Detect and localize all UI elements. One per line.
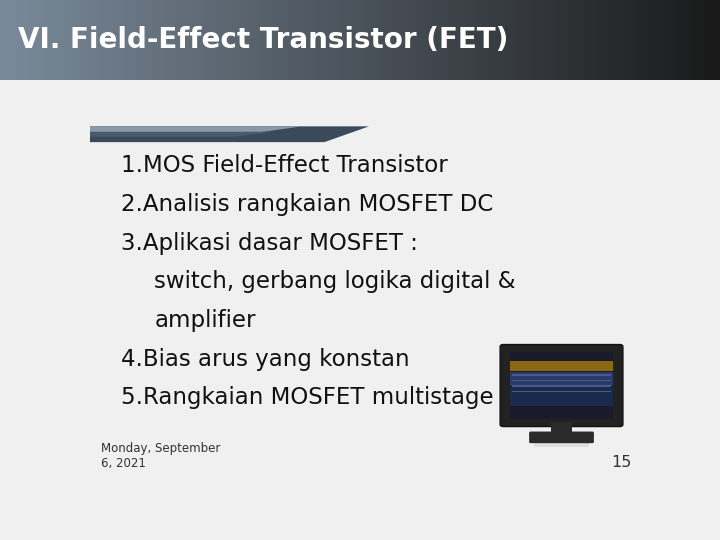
Bar <box>513 380 611 381</box>
Polygon shape <box>90 126 369 142</box>
Polygon shape <box>90 126 302 133</box>
Text: 4.Bias arus yang konstan: 4.Bias arus yang konstan <box>121 348 409 370</box>
FancyBboxPatch shape <box>500 345 623 427</box>
Bar <box>510 361 613 370</box>
FancyBboxPatch shape <box>552 422 572 435</box>
Text: 3.Aplikasi dasar MOSFET :: 3.Aplikasi dasar MOSFET : <box>121 232 418 254</box>
Text: switch, gerbang logika digital &: switch, gerbang logika digital & <box>154 270 516 293</box>
Bar <box>510 387 613 406</box>
FancyBboxPatch shape <box>510 352 613 420</box>
FancyBboxPatch shape <box>529 431 594 443</box>
Text: VI. Field-Effect Transistor (FET): VI. Field-Effect Transistor (FET) <box>18 26 508 54</box>
Polygon shape <box>90 132 274 137</box>
FancyBboxPatch shape <box>534 443 590 447</box>
Bar <box>513 385 611 387</box>
Text: Monday, September
6, 2021: Monday, September 6, 2021 <box>101 442 220 470</box>
Text: 2.Analisis rangkaian MOSFET DC: 2.Analisis rangkaian MOSFET DC <box>121 193 493 216</box>
Text: 15: 15 <box>611 455 631 470</box>
Text: 5.Rangkaian MOSFET multistage: 5.Rangkaian MOSFET multistage <box>121 386 493 409</box>
Text: 1.MOS Field-Effect Transistor: 1.MOS Field-Effect Transistor <box>121 154 447 177</box>
Bar <box>513 390 611 393</box>
Bar <box>510 372 613 386</box>
Text: amplifier: amplifier <box>154 309 256 332</box>
Bar <box>513 374 611 376</box>
